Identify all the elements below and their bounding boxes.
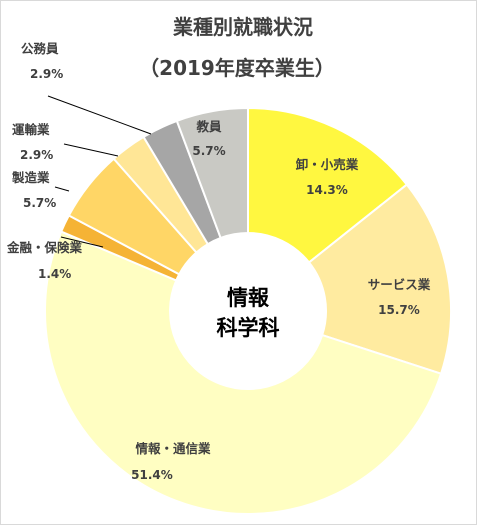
- slice-value-info-comm: 51.4%: [131, 468, 173, 482]
- slice-value-transport: 2.9%: [20, 148, 53, 162]
- center-label-line2: 科学科: [217, 316, 280, 340]
- slice-value-wholesale-retail: 14.3%: [306, 183, 348, 197]
- leader-lines: [47, 95, 152, 248]
- slice-value-teacher: 5.7%: [192, 144, 225, 158]
- slice-label-wholesale-retail: 卸・小売業: [296, 157, 359, 172]
- slice-value-finance-insurance: 1.4%: [38, 267, 71, 281]
- slice-label-civil-servant: 公務員: [21, 41, 59, 56]
- slice-label-transport: 運輸業: [12, 122, 50, 137]
- slice-label-services: サービス業: [368, 277, 431, 292]
- donut-hole: [170, 233, 326, 389]
- leader-line-manufacturing: [54, 186, 70, 192]
- slice-label-info-comm: 情報・通信業: [135, 441, 211, 456]
- slice-label-teacher: 教員: [195, 119, 222, 134]
- slice-value-civil-servant: 2.9%: [30, 67, 63, 81]
- slices-layer: [43, 106, 452, 515]
- leader-line-transport: [63, 143, 119, 157]
- slice-label-manufacturing: 製造業: [11, 170, 50, 185]
- slice-value-manufacturing: 5.7%: [23, 196, 56, 210]
- slice-value-services: 15.7%: [378, 303, 420, 317]
- leader-line-finance-insurance: [60, 236, 104, 248]
- leader-line-civil-servant: [47, 95, 152, 135]
- chart-subtitle: （2019年度卒業生）: [139, 56, 335, 80]
- slice-label-finance-insurance: 金融・保険業: [6, 240, 83, 255]
- center-label-line1: 情報: [227, 286, 270, 310]
- chart-title: 業種別就職状況: [173, 15, 313, 39]
